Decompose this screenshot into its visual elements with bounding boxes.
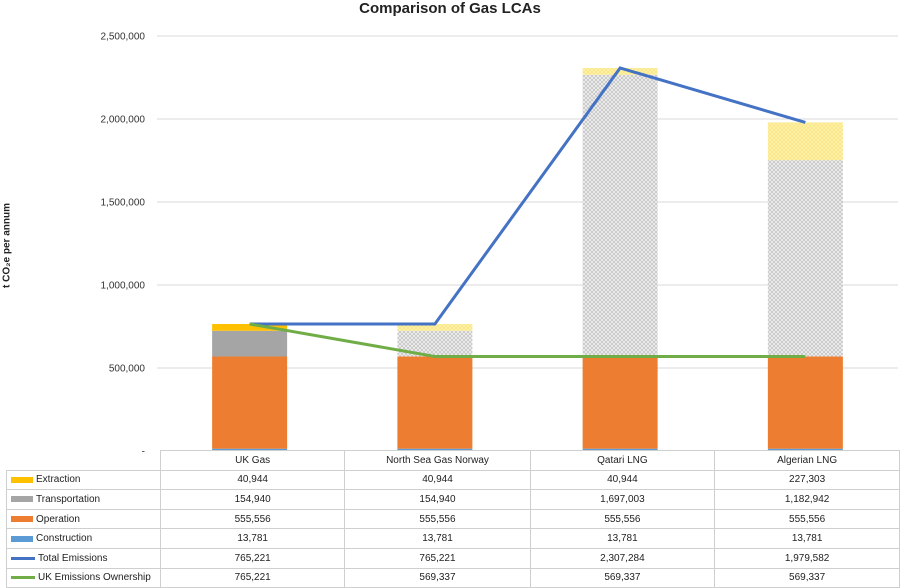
- bar-extraction: [212, 323, 288, 331]
- chart-title: Comparison of Gas LCAs: [359, 0, 541, 17]
- legend-entry: Transportation: [6, 489, 161, 510]
- table-cell: 1,979,582: [714, 547, 900, 569]
- table-cell: 569,337: [714, 567, 900, 588]
- legend-swatch: [11, 556, 35, 560]
- table-cell: 1,697,003: [529, 489, 716, 510]
- bar-construction: [212, 448, 288, 451]
- table-cell: 2,307,284: [529, 547, 716, 569]
- category-header: North Sea Gas Norway: [344, 450, 531, 471]
- bar-operation: [767, 356, 843, 449]
- category-header: Algerian LNG: [714, 450, 900, 471]
- legend-swatch: [11, 476, 33, 483]
- table-cell: 40,944: [529, 469, 716, 491]
- legend-entry: Construction: [6, 528, 161, 549]
- table-cell: 154,940: [159, 489, 346, 510]
- table-row: Total Emissions 765,221 765,221 2,307,284 1,…: [6, 547, 900, 569]
- legend-swatch: [11, 576, 35, 580]
- bar-operation: [397, 356, 473, 449]
- legend-label: Construction: [36, 533, 93, 545]
- legend-entry: Extraction: [6, 469, 161, 491]
- bar-operation: [212, 356, 288, 449]
- table-cell: 555,556: [714, 508, 900, 530]
- table-cell: 40,944: [159, 469, 346, 491]
- table-header-row: UK Gas North Sea Gas Norway Qatari LNG Alge…: [7, 450, 900, 471]
- table-cell: 13,781: [529, 528, 716, 549]
- line-uk-emissions-ownership: [249, 322, 806, 358]
- legend-swatch: [11, 535, 33, 542]
- table-cell: 555,556: [529, 508, 716, 530]
- bar-operation: [582, 356, 658, 449]
- legend-entry: Total Emissions: [6, 547, 161, 569]
- table-row: Transportation 154,940 154,940 1,697,003 1,1…: [6, 489, 900, 510]
- bar-transportation: [212, 330, 288, 357]
- bar-transportation: [767, 160, 843, 357]
- table-corner: [7, 451, 161, 471]
- table-row: Operation 555,556 555,556 555,556 555,556: [6, 508, 900, 530]
- bar-construction: [397, 448, 473, 451]
- legend-label: Extraction: [36, 474, 81, 486]
- legend-label: Operation: [36, 513, 80, 525]
- bar-construction: [767, 448, 843, 451]
- table-cell: 13,781: [714, 528, 900, 549]
- table-cell: 1,182,942: [714, 489, 900, 510]
- bar-extraction: [767, 122, 843, 161]
- table-cell: 154,940: [344, 489, 531, 510]
- y-tick-label: 2,000,000: [101, 115, 146, 126]
- legend-entry: UK Emissions Ownership: [6, 567, 161, 588]
- category-header: Qatari LNG: [529, 450, 716, 471]
- table-row: Construction 13,781 13,781 13,781 13,781: [6, 528, 900, 549]
- legend-swatch: [11, 496, 33, 503]
- y-tick-label: 1,500,000: [101, 198, 146, 209]
- bar-transportation: [582, 74, 658, 357]
- legend-swatch: [11, 515, 33, 522]
- category-header: UK Gas: [159, 450, 346, 471]
- table-cell: 569,337: [529, 567, 716, 588]
- table-row: UK Emissions Ownership 765,221 569,337 569,…: [6, 567, 900, 588]
- table-cell: 13,781: [159, 528, 346, 549]
- bar-construction: [582, 448, 658, 451]
- table-cell: 555,556: [159, 508, 346, 530]
- legend-label: UK Emissions Ownership: [38, 572, 151, 584]
- table-cell: 569,337: [344, 567, 531, 588]
- table-cell: 765,221: [159, 547, 346, 569]
- y-tick-label: 2,500,000: [101, 32, 146, 43]
- table-cell: 765,221: [344, 547, 531, 569]
- bar-extraction: [582, 67, 658, 75]
- legend-entry: Operation: [6, 508, 161, 530]
- table-cell: 40,944: [344, 469, 531, 491]
- y-tick-label: 500,000: [109, 364, 146, 375]
- y-tick-label: 1,000,000: [101, 281, 146, 292]
- table-cell: 555,556: [344, 508, 531, 530]
- table-cell: 765,221: [159, 567, 346, 588]
- line-total-emissions: [249, 66, 806, 326]
- data-table: UK Gas North Sea Gas Norway Qatari LNG Alge…: [6, 450, 900, 588]
- table-cell: 227,303: [714, 469, 900, 491]
- table-cell: 13,781: [344, 528, 531, 549]
- chart-plot-area: - 500,000 1,000,000 1,500,000 2,000,000 2,500…: [101, 32, 898, 453]
- legend-label: Total Emissions: [38, 552, 108, 564]
- table-row: Extraction 40,944 40,944 40,944 227,303: [6, 469, 900, 491]
- bar-extraction: [397, 323, 473, 331]
- legend-label: Transportation: [36, 493, 101, 505]
- y-tick-label: -: [142, 447, 145, 453]
